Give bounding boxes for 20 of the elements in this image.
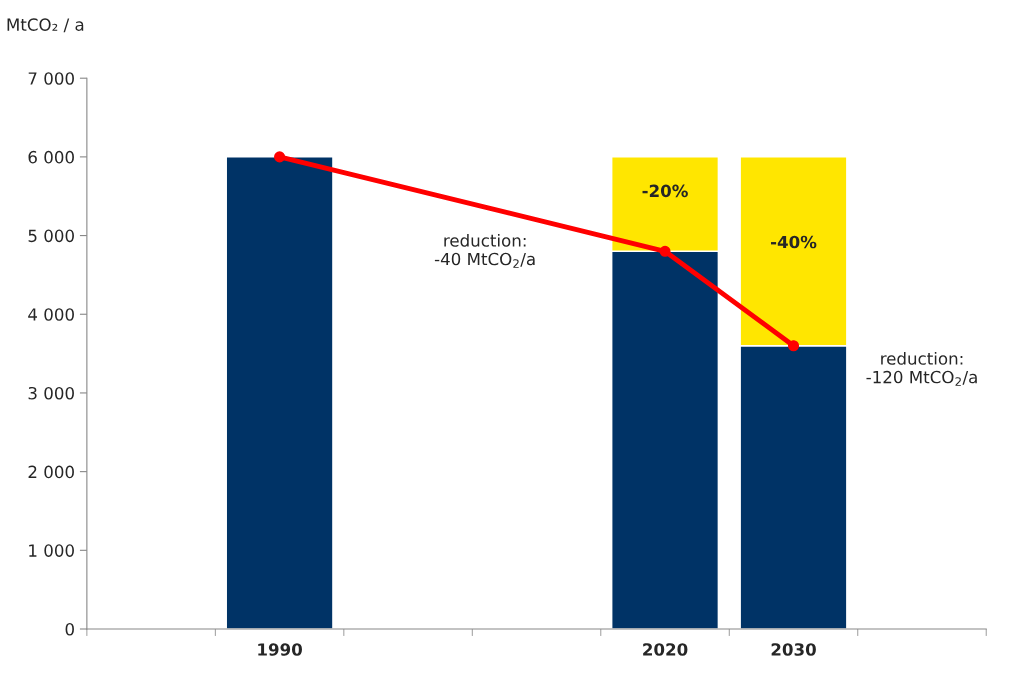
y-tick-label: 1 000 xyxy=(29,544,74,557)
x-tick-label: 1990 xyxy=(258,643,302,656)
point xyxy=(659,245,671,257)
annotation: -20% xyxy=(642,184,688,198)
y-axis-title: MtCO₂ / a xyxy=(7,18,84,33)
y-tick-label: 6 000 xyxy=(28,150,74,164)
y-tick-label: 7 000 xyxy=(28,72,74,85)
y-tick-label: 5 000 xyxy=(28,229,74,243)
x-tick-label: 2030 xyxy=(771,643,816,656)
x-tick-label: 2020 xyxy=(643,643,688,656)
y-tick-label: 4 000 xyxy=(28,308,74,321)
annotation: reduction: -40 MtCO$_{2}$/a xyxy=(434,233,535,268)
annotation: -40% xyxy=(771,235,817,249)
y-tick-label: 2 000 xyxy=(28,465,74,479)
y-tick-label: 0 xyxy=(65,622,74,636)
point xyxy=(787,340,800,352)
y-tick-label: 3 000 xyxy=(28,386,74,400)
bar xyxy=(225,156,334,629)
annotation: reduction: -120 MtCO$_{2}$/a xyxy=(866,351,977,386)
point xyxy=(274,151,286,163)
